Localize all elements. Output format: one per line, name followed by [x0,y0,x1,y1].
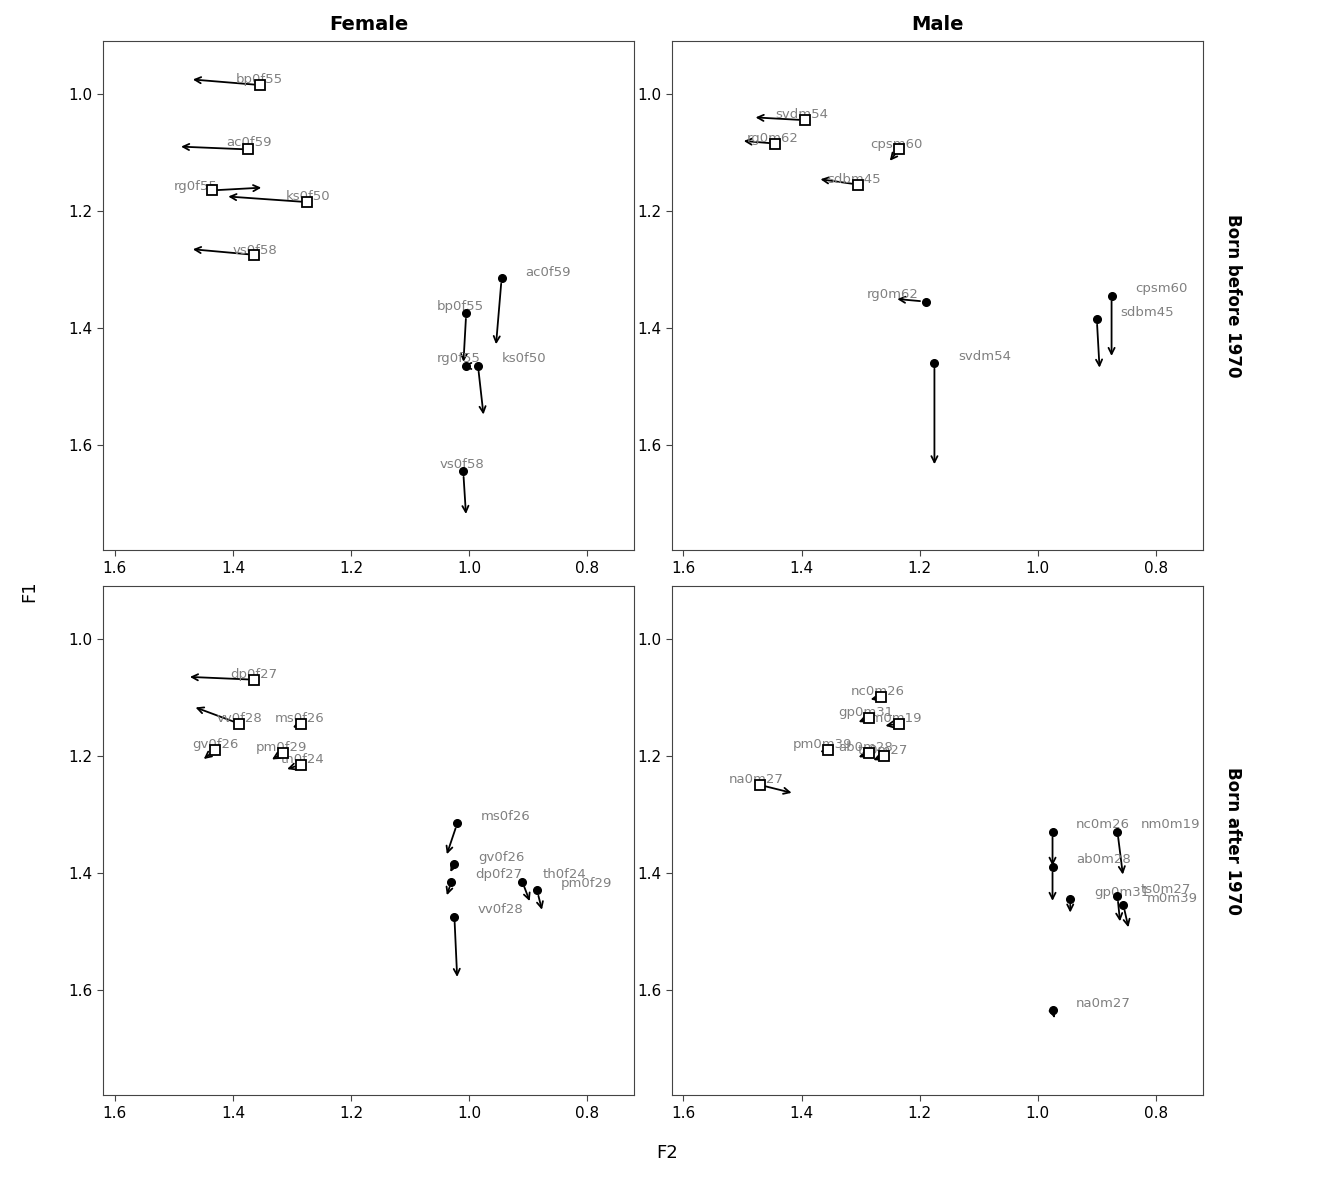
Text: rg0m62: rg0m62 [746,131,798,144]
Text: svdm54: svdm54 [959,349,1011,362]
Text: ks0f50: ks0f50 [502,353,546,366]
Text: bp0f55: bp0f55 [236,73,283,86]
Text: gv0f26: gv0f26 [478,851,525,864]
Text: nc0m26: nc0m26 [850,685,905,698]
Text: ms0f26: ms0f26 [275,712,324,725]
Title: Female: Female [330,15,409,34]
Text: F2: F2 [657,1144,678,1162]
Text: nm0m19: nm0m19 [864,712,922,725]
Text: nm0m19: nm0m19 [1141,819,1200,832]
Text: pm0f29: pm0f29 [255,741,307,754]
Text: ac0f59: ac0f59 [525,266,571,279]
Text: nc0m26: nc0m26 [1076,819,1131,832]
Text: ab0m28: ab0m28 [838,741,893,754]
Text: dp0f27: dp0f27 [230,668,278,681]
Text: F1: F1 [20,581,39,602]
Text: vs0f58: vs0f58 [232,244,278,257]
Text: sdbm45: sdbm45 [1120,305,1173,318]
Text: Born before 1970: Born before 1970 [1224,214,1243,377]
Text: vv0f28: vv0f28 [216,712,263,725]
Text: gv0f26: gv0f26 [192,738,239,751]
Text: ac0f59: ac0f59 [226,136,271,149]
Text: cpsm60: cpsm60 [870,137,922,150]
Text: ts0m27: ts0m27 [857,744,908,757]
Text: ks0f50: ks0f50 [286,190,330,203]
Text: vv0f28: vv0f28 [478,903,523,916]
Text: na0m27: na0m27 [1076,997,1131,1010]
Text: vs0f58: vs0f58 [439,458,485,471]
Text: th0f24: th0f24 [280,752,324,765]
Title: Male: Male [910,15,964,34]
Text: svdm54: svdm54 [776,109,828,122]
Text: na0m27: na0m27 [729,774,784,787]
Text: Born after 1970: Born after 1970 [1224,767,1243,914]
Text: gp0m31: gp0m31 [838,706,893,719]
Text: sdbm45: sdbm45 [828,173,881,186]
Text: bp0f55: bp0f55 [437,299,483,312]
Text: ms0f26: ms0f26 [481,809,531,822]
Text: rg0f55: rg0f55 [437,353,481,366]
Text: gp0m31: gp0m31 [1093,886,1149,899]
Text: rg0f55: rg0f55 [174,180,218,193]
Text: pm0f29: pm0f29 [561,877,611,890]
Text: m0m39: m0m39 [1147,892,1197,905]
Text: cpsm60: cpsm60 [1135,283,1188,296]
Text: th0f24: th0f24 [543,868,586,881]
Text: ts0m27: ts0m27 [1141,883,1191,896]
Text: rg0m62: rg0m62 [866,289,918,300]
Text: dp0f27: dp0f27 [475,868,522,881]
Text: pm0m39: pm0m39 [792,738,852,751]
Text: ab0m28: ab0m28 [1076,853,1131,866]
